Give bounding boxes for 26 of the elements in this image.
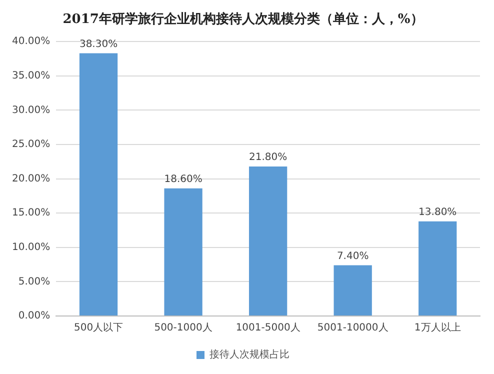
y-tick-label: 10.00%: [12, 242, 50, 253]
bar: [79, 53, 118, 316]
data-label: 21.80%: [248, 152, 288, 164]
data-label: 38.30%: [79, 38, 118, 50]
data-label: 13.80%: [418, 206, 457, 218]
y-tick-label: 0.00%: [18, 310, 50, 322]
chart-title: 2017年研学旅行企业机构接待人次规模分类（单位：人，%）: [62, 11, 424, 28]
bar: [418, 221, 457, 316]
y-tick-label: 15.00%: [12, 208, 50, 219]
data-label: 7.40%: [336, 250, 369, 262]
x-tick-label: 500人以下: [74, 322, 124, 334]
y-tick-label: 20.00%: [12, 173, 50, 184]
legend-label: 接待人次规模占比: [210, 348, 290, 361]
x-tick-label: 1001-5000人: [236, 322, 300, 334]
x-tick-label: 1万人以上: [414, 322, 461, 334]
y-tick-label: 30.00%: [12, 104, 50, 116]
y-tick-label: 25.00%: [12, 139, 50, 150]
bar: [164, 188, 202, 316]
bar: [248, 166, 288, 316]
y-tick-label: 40.00%: [12, 36, 50, 48]
data-label: 18.60%: [164, 174, 202, 185]
x-tick-label: 5001-10000人: [317, 322, 388, 334]
y-tick-label: 5.00%: [18, 276, 50, 288]
x-tick-label: 500-1000人: [154, 322, 212, 334]
y-tick-label: 35.00%: [12, 70, 50, 82]
bar: [334, 265, 372, 316]
